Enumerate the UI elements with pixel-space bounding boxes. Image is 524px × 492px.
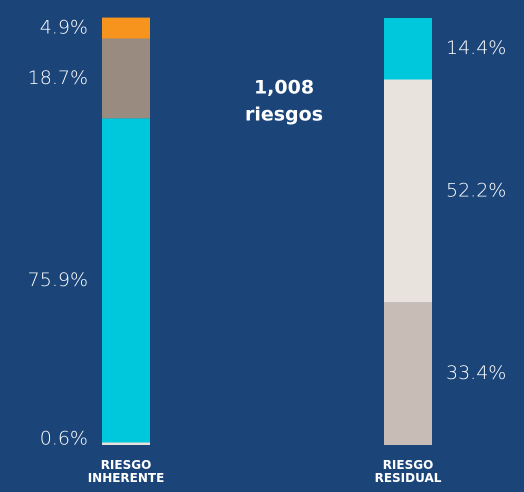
bar-segment	[102, 17, 150, 39]
bar-segment	[384, 79, 432, 303]
value-label: 52.2%	[446, 179, 506, 201]
bar-segment	[102, 118, 150, 443]
value-label: 33.4%	[446, 362, 506, 384]
bar-segment	[102, 442, 150, 445]
bar-segment	[384, 302, 432, 445]
annotation-label: riesgos	[245, 104, 323, 126]
value-label: 4.9%	[40, 17, 88, 39]
value-label: 14.4%	[446, 37, 506, 59]
annotation-number: 1,008	[254, 77, 314, 99]
value-label: 75.9%	[28, 269, 88, 291]
bar-segment	[102, 38, 150, 119]
bar-segment	[384, 18, 432, 80]
value-label: 0.6%	[40, 428, 88, 450]
category-label: RIESGO INHERENTE	[88, 458, 165, 485]
category-label: RIESGO RESIDUAL	[375, 458, 442, 485]
value-label: 18.7%	[28, 67, 88, 89]
